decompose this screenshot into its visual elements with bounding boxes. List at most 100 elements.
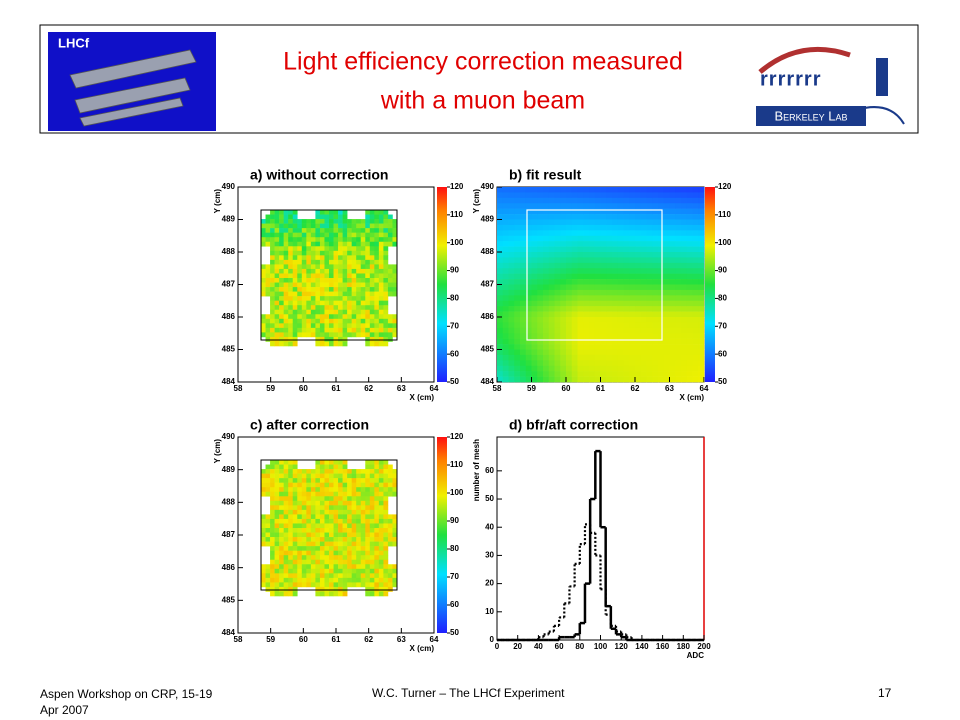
- fit-cell: [658, 360, 665, 367]
- heatmap-cell: [324, 341, 330, 347]
- fit-cell: [652, 306, 659, 312]
- z-tick-label: 100: [450, 488, 464, 497]
- fit-cell: [623, 360, 630, 367]
- fit-cell: [543, 376, 550, 383]
- fit-cell: [577, 208, 584, 215]
- fit-cell: [554, 262, 561, 269]
- heatmap-cell: [369, 568, 375, 574]
- heatmap-cell: [306, 555, 312, 561]
- fit-cell: [543, 203, 550, 209]
- heatmap-cell: [292, 282, 298, 288]
- heatmap-cell: [310, 332, 316, 338]
- heatmap-cell: [392, 332, 398, 338]
- heatmap-cell: [392, 282, 398, 288]
- fit-cell: [652, 246, 659, 253]
- heatmap-cell: [315, 491, 321, 497]
- heatmap-cell: [347, 296, 352, 301]
- fit-cell: [652, 338, 659, 345]
- heatmap-cell: [324, 568, 330, 574]
- fit-cell: [571, 187, 578, 193]
- fit-cell: [692, 235, 699, 242]
- heatmap-cell: [360, 509, 366, 515]
- fit-cell: [537, 354, 544, 361]
- heatmap-cell: [297, 469, 303, 474]
- fit-cell: [686, 338, 693, 345]
- fit-cell: [658, 273, 665, 280]
- heatmap-cell: [283, 264, 289, 270]
- heatmap-cell: [374, 237, 380, 243]
- fit-cell: [525, 192, 532, 199]
- fit-cell: [669, 262, 676, 269]
- heatmap-cell: [292, 509, 298, 515]
- heatmap-cell: [297, 568, 303, 574]
- fit-cell: [675, 219, 682, 226]
- heatmap-cell: [387, 223, 393, 229]
- fit-cell: [612, 273, 619, 280]
- heatmap-cell: [351, 278, 357, 283]
- fit-cell: [514, 268, 521, 274]
- heatmap-cell: [306, 582, 312, 588]
- heatmap-cell: [306, 314, 312, 320]
- heatmap-cell: [347, 491, 352, 497]
- heatmap-cell: [356, 255, 362, 261]
- heatmap-cell: [360, 532, 366, 538]
- heatmap-cell: [329, 287, 334, 292]
- heatmap-cell: [365, 582, 371, 588]
- fit-cell: [629, 257, 636, 264]
- heatmap-cell: [378, 210, 384, 215]
- heatmap-cell: [342, 514, 348, 520]
- fit-cell: [589, 295, 596, 302]
- heatmap-cell: [360, 232, 366, 238]
- fit-cell: [663, 235, 670, 242]
- heatmap-cell: [270, 223, 275, 229]
- heatmap-cell: [315, 336, 321, 342]
- heatmap-cell: [279, 464, 284, 470]
- fit-cell: [594, 376, 601, 383]
- heatmap-cell: [315, 305, 321, 311]
- heatmap-cell: [265, 577, 271, 583]
- y-axis-label: Y (cm): [472, 189, 481, 214]
- heatmap-cell: [324, 332, 330, 338]
- fit-cell: [629, 268, 636, 274]
- fit-cell: [514, 354, 521, 361]
- fit-cell: [658, 365, 665, 372]
- fit-cell: [531, 300, 538, 307]
- heatmap-cell: [279, 460, 284, 465]
- heatmap-cell: [351, 500, 357, 506]
- fit-cell: [543, 279, 550, 285]
- fit-cell: [635, 262, 642, 269]
- heatmap-cell: [288, 268, 294, 274]
- fit-cell: [531, 365, 538, 372]
- heatmap-cell: [383, 473, 389, 479]
- fit-cell: [652, 311, 659, 318]
- heatmap-cell: [279, 550, 284, 556]
- heatmap-cell: [342, 482, 348, 488]
- heatmap-cell: [374, 528, 380, 533]
- heatmap-cell: [329, 241, 334, 247]
- heatmap-cell: [274, 555, 280, 561]
- heatmap-cell: [342, 509, 348, 515]
- fit-cell: [560, 344, 567, 350]
- heatmap-cell: [342, 332, 348, 338]
- fit-cell: [497, 371, 504, 377]
- heatmap-cell: [351, 568, 357, 574]
- fit-cell: [623, 219, 630, 226]
- heatmap-cell: [383, 250, 389, 256]
- fit-cell: [514, 306, 521, 312]
- heatmap-cell: [369, 537, 375, 542]
- fit-cell: [646, 289, 653, 296]
- heatmap-cell: [378, 223, 384, 229]
- heatmap-cell: [374, 305, 380, 311]
- fit-cell: [589, 311, 596, 318]
- heatmap-cell: [338, 287, 343, 292]
- heatmap-cell: [315, 509, 321, 515]
- fit-cell: [681, 333, 688, 339]
- y-tick-label: 487: [222, 280, 236, 289]
- z-tick-label: 110: [450, 210, 463, 219]
- heatmap-cell: [319, 496, 325, 502]
- fit-cell: [600, 257, 607, 264]
- fit-cell: [548, 230, 555, 237]
- fit-cell: [617, 246, 624, 253]
- heatmap-cell: [383, 518, 389, 524]
- fit-cell: [589, 317, 596, 323]
